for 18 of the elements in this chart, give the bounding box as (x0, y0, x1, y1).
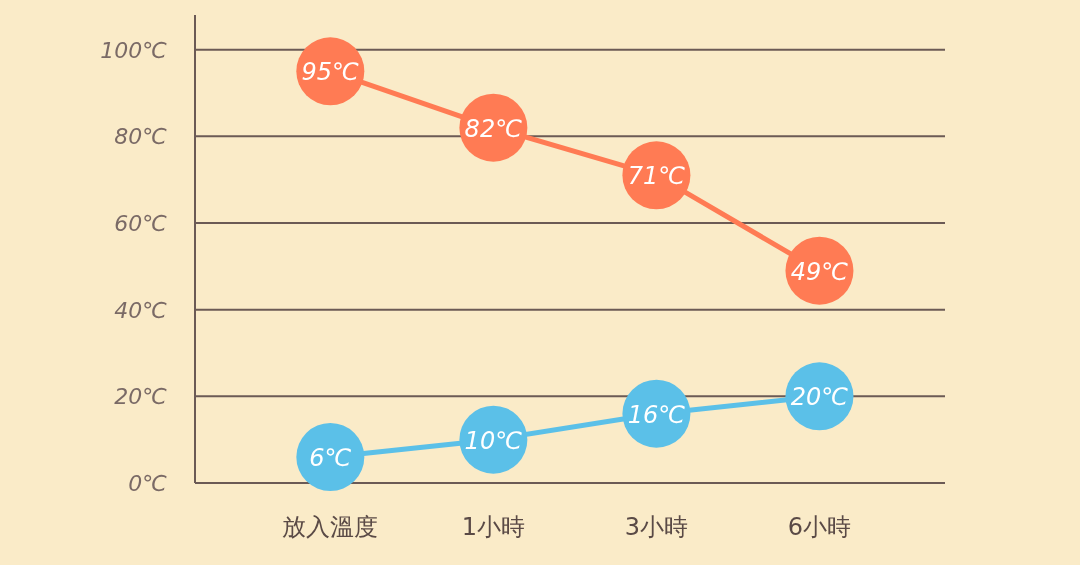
data-label: 20℃ (790, 383, 849, 412)
y-tick-label: 80℃ (114, 124, 168, 150)
y-tick-label: 40℃ (114, 297, 168, 323)
data-label: 10℃ (464, 426, 523, 455)
data-label: 82℃ (464, 114, 523, 143)
x-tick-label: 放入溫度 (282, 513, 379, 541)
data-label: 49℃ (790, 257, 849, 286)
data-label: 6℃ (309, 444, 352, 472)
y-tick-label: 60℃ (114, 211, 168, 236)
y-tick-label: 0℃ (128, 471, 168, 496)
x-tick-label: 6小時 (787, 513, 852, 541)
y-tick-label: 20℃ (114, 384, 168, 410)
data-label: 16℃ (627, 400, 686, 429)
data-label: 71℃ (627, 162, 686, 191)
data-label: 95℃ (301, 58, 360, 87)
y-tick-label: 100℃ (100, 37, 168, 63)
x-tick-label: 1小時 (461, 513, 526, 541)
x-tick-label: 3小時 (624, 513, 689, 541)
